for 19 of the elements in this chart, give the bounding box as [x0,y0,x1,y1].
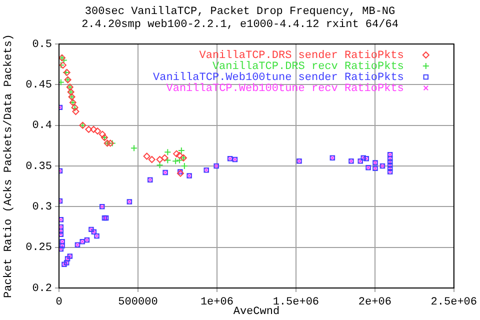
x-tick-label: 2e+06 [358,296,392,309]
y-axis-title: Packet Ratio (Acks Packets/Data Packets) [2,34,15,298]
legend-label: VanillaTCP.Web100tune sender RatioPkts [153,72,404,84]
y-tick-label: 0.35 [26,160,52,173]
y-tick-label: 0.2 [32,282,52,295]
y-tick-label: 0.45 [26,80,52,92]
y-tick-label: 0.5 [32,38,52,51]
y-tick-label: 0.4 [32,120,52,132]
legend-label: VanillaTCP.Web100tune recv RatioPkts [166,82,404,95]
x-tick-label: 2.5e+06 [430,296,478,309]
x-tick-label: 0 [56,296,62,309]
x-tick-label: 500000 [118,296,158,309]
y-tick-label: 0.3 [32,202,52,214]
x-tick-label: 1e+06 [200,296,234,309]
y-tick-label: 0.25 [26,242,52,254]
chart-title: 300sec VanillaTCP, Packet Drop Frequency, MB-NG [84,6,396,18]
legend-label: VanillaTCP.DRS sender RatioPkts [199,50,404,62]
legend-label: VanillaTCP.DRS recv RatioPkts [212,60,404,73]
chart-subtitle: 2.4.20smp web100-2.2.1, e1000-4.4.12 rxint 64/64 [82,18,399,31]
